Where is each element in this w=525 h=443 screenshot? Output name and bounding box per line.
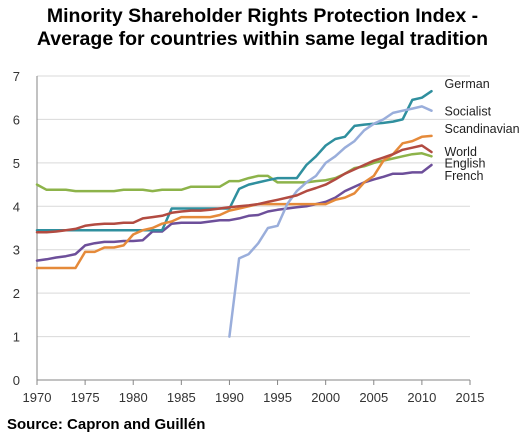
series-label-socialist: Socialist [445,105,492,119]
series-line-english [35,152,433,193]
series-line-socialist [228,105,433,338]
series-label-world: World [445,145,477,159]
series-line-french [35,163,433,262]
x-tick-label: 1990 [215,390,244,405]
series-label-english: English [445,156,486,170]
series-line-scandinavian [35,134,433,270]
tick-labels: 0 1 2 3 4 5 6 7 1970 1975 1980 1985 1990 1995 2000 2005… [13,69,485,405]
y-tick-label: 4 [13,199,20,214]
x-tick-label: 1980 [119,390,148,405]
source-note: Source: Capron and Guillén [7,416,206,433]
x-tick-label: 2005 [359,390,388,405]
y-tick-label: 3 [13,243,20,258]
gridlines [37,75,470,338]
y-tick-label: 2 [13,286,20,301]
x-tick-label: 2010 [407,390,436,405]
x-tick-label: 1970 [23,390,52,405]
series-line-world [35,144,433,234]
axes [36,76,471,385]
y-tick-label: 5 [13,156,20,171]
chart-title-line-2: Average for countries within same legal … [36,28,489,50]
x-tick-label: 2000 [311,390,340,405]
x-tick-label: 1985 [167,390,196,405]
chart-title-line-1: Minority Shareholder Rights Protection I… [46,5,479,27]
series-label-french: French [445,169,484,183]
series-line-german [35,89,433,232]
y-tick-label: 0 [13,373,20,388]
y-tick-label: 1 [13,330,20,345]
x-tick-label: 2015 [456,390,485,405]
x-tick-label: 1995 [263,390,292,405]
y-tick-label: 7 [13,69,20,84]
series-lines [35,89,433,338]
series-labels: German Socialist Scandinavian WorldEnglishF… [445,77,520,183]
x-tick-label: 1975 [71,390,100,405]
series-label-scandinavian: Scandinavian [445,122,520,136]
series-label-german: German [445,77,490,91]
y-tick-label: 6 [13,112,20,127]
